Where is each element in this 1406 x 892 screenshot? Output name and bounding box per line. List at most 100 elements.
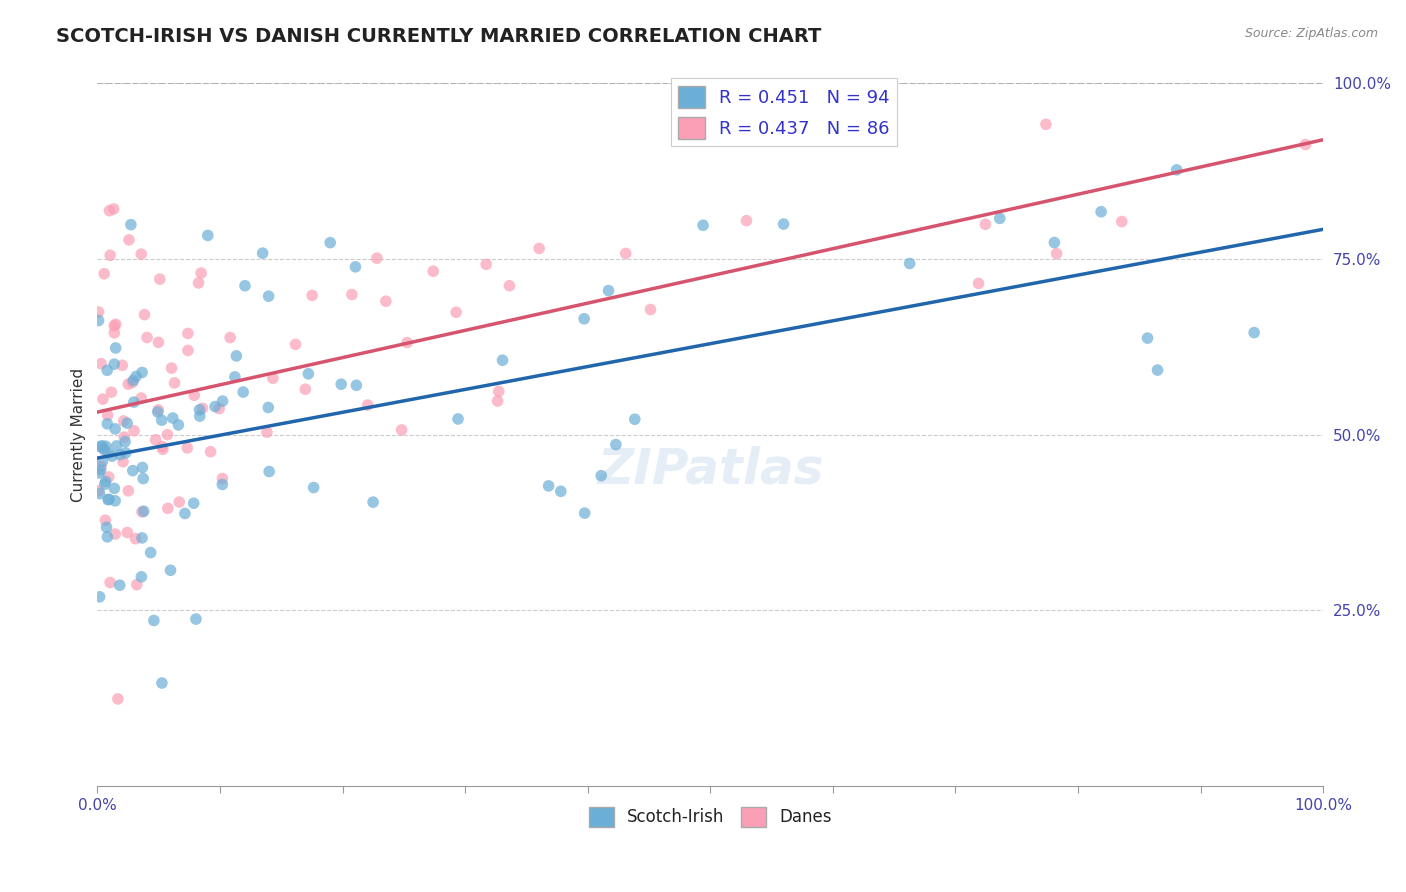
Point [374, 294, 396, 309]
Point [93, 442, 115, 457]
Point [232, 385, 254, 400]
Point [146, 405, 169, 419]
Point [131, 570, 153, 584]
Point [87, 466, 110, 480]
Point [257, 289, 280, 303]
Point [104, 341, 127, 355]
Point [150, 413, 173, 427]
Point [319, 235, 342, 250]
Point [233, 278, 256, 293]
Point [537, 479, 560, 493]
Point [148, 335, 170, 350]
Point [122, 373, 145, 387]
Point [974, 217, 997, 231]
Point [302, 481, 325, 495]
Point [1043, 235, 1066, 250]
Point [294, 382, 316, 396]
Point [114, 446, 136, 460]
Point [898, 256, 921, 270]
Point [527, 242, 550, 256]
Point [94, 439, 117, 453]
Legend: Scotch-Irish, Danes: Scotch-Irish, Danes [582, 800, 838, 834]
Point [391, 423, 413, 437]
Point [444, 305, 467, 319]
Point [96, 520, 118, 534]
Point [344, 260, 367, 274]
Point [145, 433, 167, 447]
Point [96, 417, 118, 431]
Point [110, 448, 132, 462]
Point [257, 401, 280, 415]
Point [447, 412, 470, 426]
Point [188, 402, 211, 417]
Point [124, 532, 146, 546]
Point [183, 496, 205, 510]
Point [1146, 363, 1168, 377]
Point [1295, 137, 1317, 152]
Point [301, 288, 323, 302]
Point [184, 612, 207, 626]
Point [122, 424, 145, 438]
Point [340, 287, 363, 301]
Point [257, 465, 280, 479]
Point [118, 233, 141, 247]
Point [101, 449, 124, 463]
Point [93, 267, 115, 281]
Point [89, 590, 111, 604]
Point [967, 277, 990, 291]
Point [87, 483, 110, 498]
Point [344, 378, 367, 392]
Point [396, 335, 419, 350]
Point [103, 202, 125, 216]
Point [159, 563, 181, 577]
Point [366, 251, 388, 265]
Point [117, 377, 139, 392]
Point [735, 213, 758, 227]
Point [93, 442, 115, 456]
Point [1045, 246, 1067, 260]
Point [112, 414, 135, 428]
Point [117, 483, 139, 498]
Point [1111, 214, 1133, 228]
Point [96, 363, 118, 377]
Point [200, 444, 222, 458]
Point [125, 577, 148, 591]
Point [112, 455, 135, 469]
Point [103, 318, 125, 333]
Point [1243, 326, 1265, 340]
Point [422, 264, 444, 278]
Point [156, 427, 179, 442]
Point [163, 376, 186, 390]
Point [190, 266, 212, 280]
Point [105, 439, 128, 453]
Point [262, 371, 284, 385]
Point [1166, 162, 1188, 177]
Point [605, 437, 627, 451]
Point [111, 358, 134, 372]
Point [100, 385, 122, 400]
Point [90, 357, 112, 371]
Point [132, 504, 155, 518]
Point [572, 311, 595, 326]
Point [208, 401, 231, 416]
Point [475, 257, 498, 271]
Point [103, 482, 125, 496]
Point [89, 486, 111, 500]
Point [1035, 117, 1057, 131]
Point [177, 326, 200, 341]
Point [103, 357, 125, 371]
Point [97, 409, 120, 423]
Point [90, 463, 112, 477]
Point [104, 493, 127, 508]
Point [98, 575, 121, 590]
Point [211, 477, 233, 491]
Y-axis label: Currently Married: Currently Married [72, 368, 86, 501]
Point [90, 459, 112, 474]
Point [256, 425, 278, 440]
Point [97, 446, 120, 460]
Point [94, 513, 117, 527]
Point [156, 501, 179, 516]
Text: SCOTCH-IRISH VS DANISH CURRENTLY MARRIED CORRELATION CHART: SCOTCH-IRISH VS DANISH CURRENTLY MARRIED… [56, 27, 821, 45]
Point [97, 470, 120, 484]
Point [91, 392, 114, 407]
